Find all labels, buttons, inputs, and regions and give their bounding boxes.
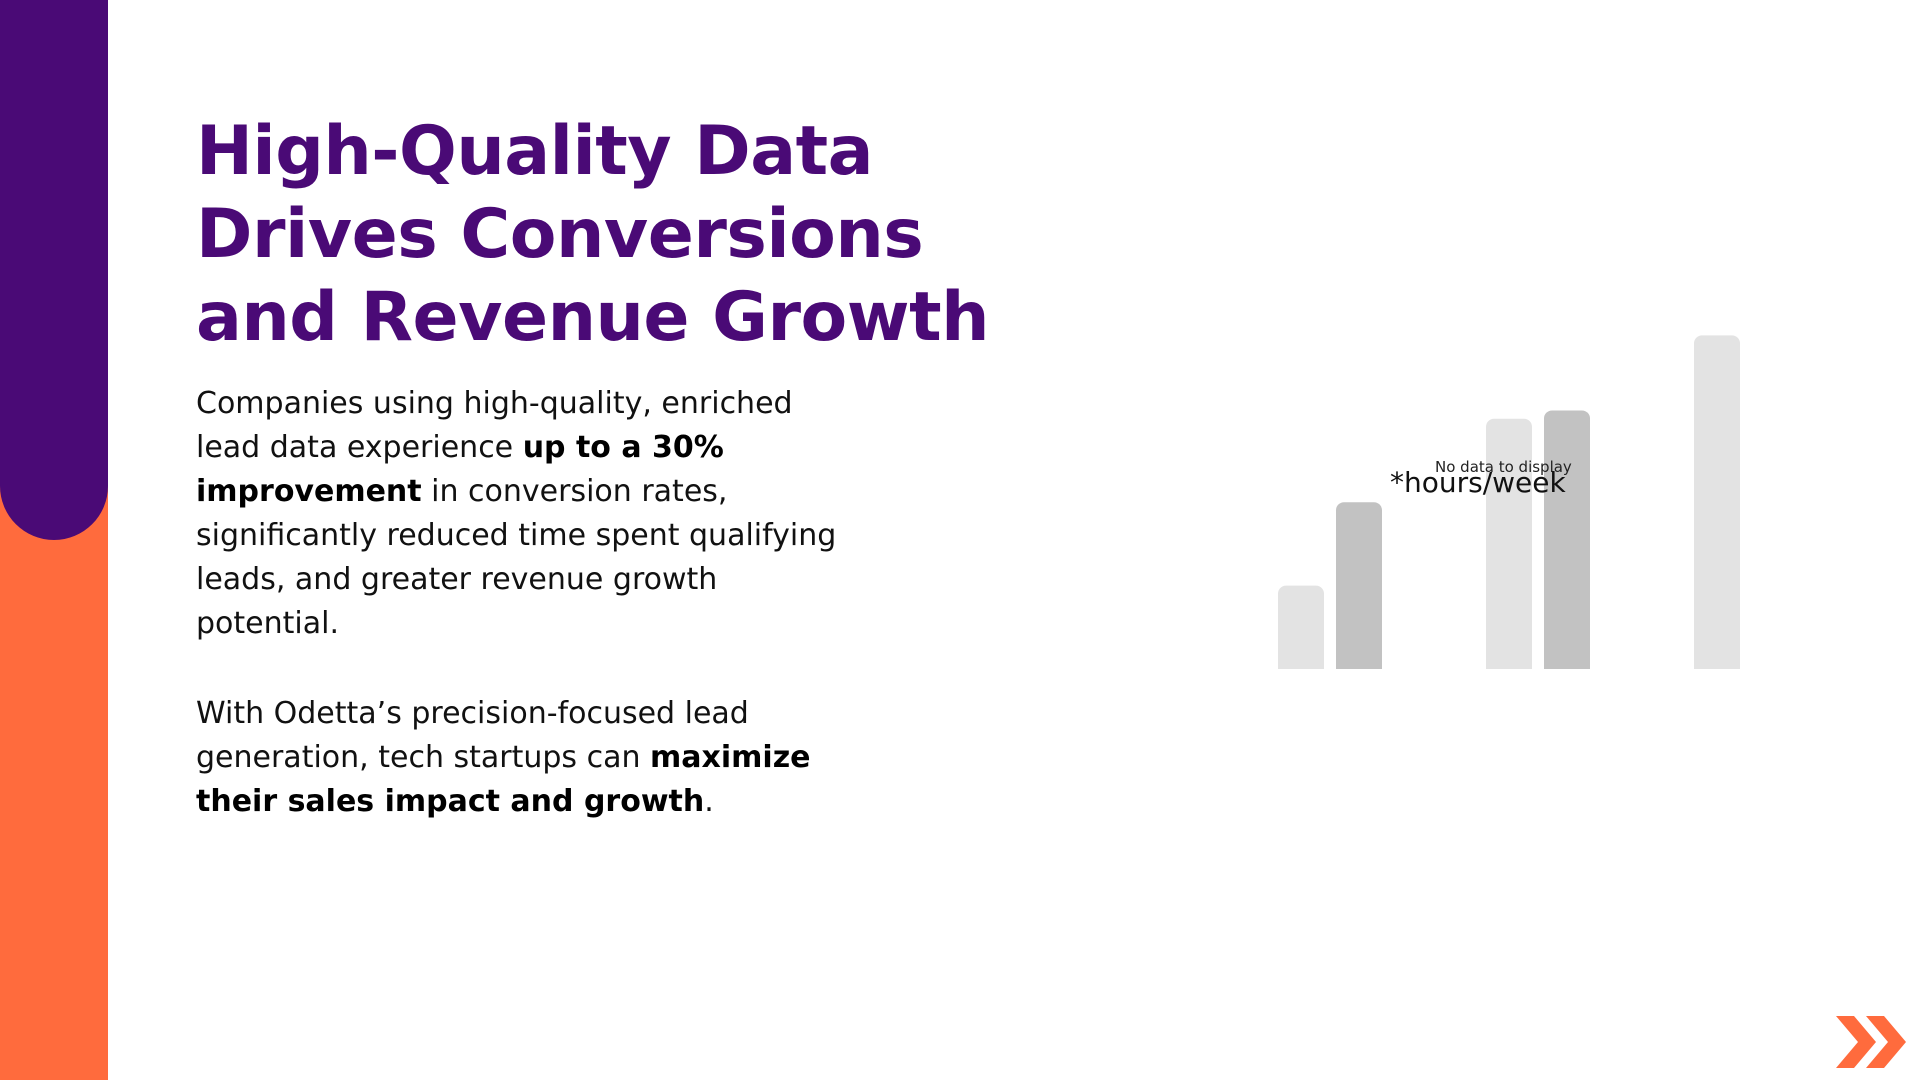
double-chevron-right-icon[interactable]: [1836, 1016, 1912, 1068]
para2-highlight: maximize their sales impact and growth: [196, 740, 811, 819]
body-paragraph-2: With Odetta’s precision-focused lead gen…: [196, 692, 856, 824]
para2-text-1: With Odetta’s precision-focused lead gen…: [196, 696, 749, 775]
chart-bar-1-1: [1278, 585, 1324, 677]
para1-text-1: Companies using high-quality, enriched l…: [196, 386, 793, 465]
chart-unit-label: *hours/week: [1390, 466, 1566, 499]
para1-highlight: up to a 30% improvement: [196, 430, 724, 509]
side-accent-pill: [0, 0, 108, 540]
chart-baseline-mask: [1260, 669, 1740, 680]
slide-title: High-Quality Data Drives Conversions and…: [196, 112, 990, 357]
body-paragraph-1: Companies using high-quality, enriched l…: [196, 382, 856, 646]
bar-chart: [1260, 240, 1740, 680]
no-data-message: No data to display: [1435, 458, 1572, 476]
chart-bar-1-2: [1336, 502, 1382, 677]
chart-bar-2-1: [1486, 418, 1532, 677]
bar-chart-svg: [1260, 335, 1740, 680]
para1-text-2: in conversion rates, significantly reduc…: [196, 474, 837, 641]
para2-text-2: .: [704, 784, 714, 819]
chart-bar-3-1: [1694, 335, 1740, 677]
chart-bar-2-2: [1544, 410, 1590, 677]
